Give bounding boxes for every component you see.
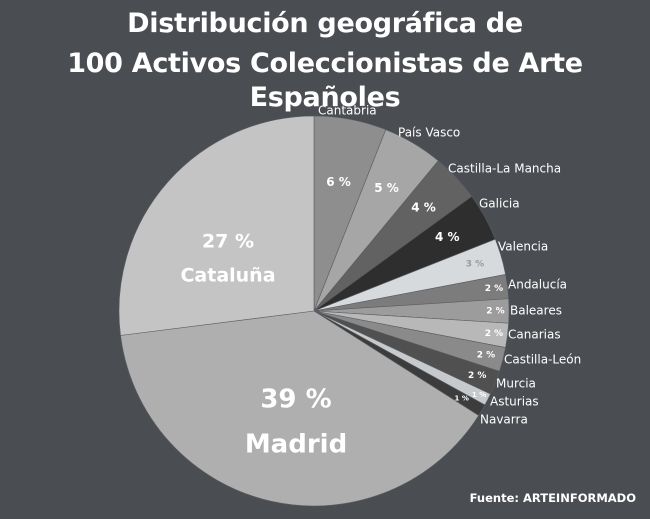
data-label-andalucia: 2 % bbox=[485, 284, 503, 294]
slice-name-navarra: Navarra bbox=[480, 413, 528, 427]
slice-name-castilla-leon: Castilla-León bbox=[504, 353, 581, 367]
data-label-madrid: 39 % bbox=[260, 385, 331, 415]
data-label-canarias: 2 % bbox=[485, 329, 503, 339]
chart-title-line-2: 100 Activos Coleccionistas de Arte Españ… bbox=[67, 48, 583, 113]
slice-name-valencia: Valencia bbox=[498, 240, 548, 254]
slice-name-pais-vasco: País Vasco bbox=[398, 126, 460, 140]
slice-name-madrid: Madrid bbox=[245, 430, 347, 460]
data-label-cataluna: 27 % bbox=[202, 231, 254, 253]
data-label-navarra: 1 % bbox=[455, 394, 469, 402]
slice-name-baleares: Baleares bbox=[510, 304, 562, 318]
pie-slice-madrid bbox=[120, 310, 480, 507]
slice-name-galicia: Galicia bbox=[479, 197, 520, 211]
data-label-pais-vasco: 5 % bbox=[374, 181, 399, 195]
slice-name-cantabria: Cantabria bbox=[318, 104, 377, 118]
data-label-castilla-leon: 2 % bbox=[477, 351, 495, 361]
data-label-murcia: 2 % bbox=[468, 371, 486, 381]
slice-name-cataluna: Cataluña bbox=[180, 265, 275, 287]
pie-slice-cataluna bbox=[118, 115, 315, 336]
data-label-baleares: 2 % bbox=[486, 307, 504, 317]
slice-name-canarias: Canarias bbox=[508, 328, 561, 342]
source-note: Fuente: ARTEINFORMADO bbox=[469, 491, 636, 505]
slice-name-asturias: Asturias bbox=[490, 395, 539, 409]
data-label-galicia: 4 % bbox=[435, 230, 460, 244]
data-label-cantabria: 6 % bbox=[326, 175, 351, 189]
chart-title-line-1: Distribución geográfica de bbox=[127, 8, 523, 39]
slice-name-castilla-la-mancha: Castilla-La Mancha bbox=[448, 162, 561, 176]
slice-name-murcia: Murcia bbox=[496, 377, 536, 391]
slice-name-andalucia: Andalucía bbox=[508, 278, 567, 292]
data-label-castilla-la-mancha: 4 % bbox=[411, 201, 436, 215]
data-label-asturias: 1 % bbox=[472, 391, 486, 399]
data-label-valencia: 3 % bbox=[466, 260, 484, 270]
